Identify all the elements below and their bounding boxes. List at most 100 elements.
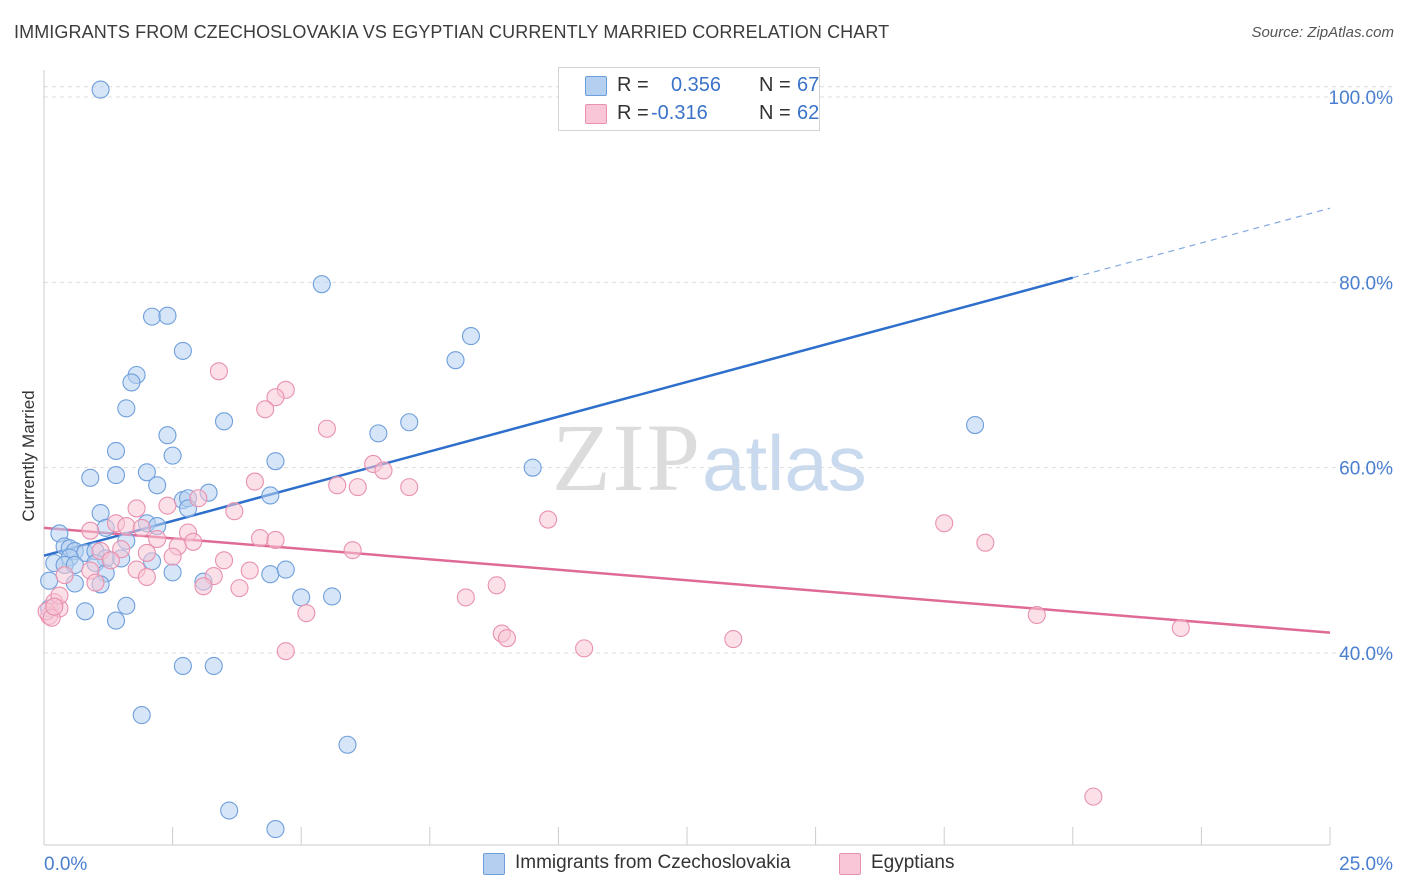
bottom-legend-swatch-blue	[483, 853, 505, 875]
trend-line-czechoslovakia	[43, 276, 1074, 557]
point-czechoslovakia	[40, 571, 59, 590]
point-czechoslovakia	[261, 565, 280, 584]
point-egyptian	[935, 514, 954, 533]
watermark-atlas: atlas	[702, 419, 867, 507]
point-egyptian	[45, 597, 64, 616]
point-egyptian	[245, 472, 264, 491]
point-egyptian	[256, 400, 275, 419]
watermark-zip: ZIP	[552, 404, 702, 511]
point-czechoslovakia	[261, 486, 280, 505]
point-czechoslovakia	[276, 560, 295, 579]
chart-title: IMMIGRANTS FROM CZECHOSLOVAKIA VS EGYPTI…	[14, 22, 890, 42]
point-egyptian	[101, 551, 120, 570]
point-czechoslovakia	[204, 656, 223, 676]
point-egyptian	[317, 419, 336, 438]
x-tick-label: 25.0%	[1339, 854, 1393, 875]
legend-swatch-pink	[585, 104, 607, 124]
legend-n-label: N =	[759, 102, 791, 124]
legend-n-label: N =	[759, 74, 791, 96]
point-egyptian	[184, 532, 203, 551]
point-czechoslovakia	[76, 602, 95, 621]
y-tick-label: 40.0%	[1339, 644, 1393, 665]
legend-r-value: -0.316	[651, 102, 708, 124]
point-egyptian	[163, 547, 182, 566]
stats-legend: R = 0.356 N = 67 R = -0.316 N = 62	[558, 67, 820, 131]
point-egyptian	[148, 529, 167, 549]
legend-r-label: R =	[617, 102, 649, 124]
trend-extension-czechoslovakia	[1072, 207, 1331, 279]
trend-lines	[43, 207, 1331, 634]
point-egyptian	[1171, 618, 1190, 638]
point-egyptian	[250, 529, 270, 548]
bottom-legend-label: Egyptians	[871, 852, 955, 873]
point-czechoslovakia	[117, 596, 136, 615]
point-czechoslovakia	[292, 588, 311, 607]
point-czechoslovakia	[446, 351, 465, 370]
legend-r-label: R =	[617, 74, 649, 96]
bottom-legend-label: Immigrants from Czechoslovakia	[515, 852, 791, 873]
point-egyptian	[575, 639, 594, 658]
point-czechoslovakia	[117, 399, 136, 418]
point-egyptian	[86, 573, 105, 592]
point-czechoslovakia	[312, 275, 331, 294]
point-egyptian	[112, 540, 131, 559]
point-czechoslovakia	[323, 587, 342, 606]
point-czechoslovakia	[338, 735, 357, 754]
point-egyptian	[400, 478, 419, 497]
tick-labels: 100.0% 80.0% 60.0% 40.0% 0.0% 25.0%	[44, 88, 1393, 875]
point-egyptian	[374, 461, 393, 480]
point-egyptian	[240, 561, 259, 580]
x-tick-label: 0.0%	[44, 854, 87, 875]
point-egyptian	[487, 576, 506, 595]
point-egyptian	[137, 543, 156, 562]
point-czechoslovakia	[173, 656, 192, 676]
point-czechoslovakia	[220, 801, 239, 820]
point-czechoslovakia	[158, 306, 177, 325]
point-czechoslovakia	[122, 373, 141, 392]
point-czechoslovakia	[461, 327, 481, 346]
point-egyptian	[328, 476, 347, 495]
point-czechoslovakia	[106, 611, 126, 630]
point-egyptian	[127, 499, 146, 518]
point-czechoslovakia	[163, 446, 182, 465]
point-egyptian	[214, 551, 234, 570]
legend-n-value: 67	[797, 74, 820, 96]
y-tick-label: 100.0%	[1329, 88, 1394, 109]
legend-swatch-blue	[585, 76, 607, 96]
point-egyptian	[225, 502, 244, 521]
point-egyptian	[266, 388, 285, 407]
y-tick-label: 80.0%	[1339, 273, 1393, 294]
point-egyptian	[348, 478, 367, 497]
point-egyptian	[266, 530, 285, 549]
axes	[43, 70, 1331, 846]
point-czechoslovakia	[158, 426, 177, 445]
point-czechoslovakia	[106, 441, 126, 461]
point-egyptian	[976, 533, 995, 552]
point-egyptian	[81, 521, 100, 540]
point-egyptian	[1084, 787, 1103, 806]
point-czechoslovakia	[966, 415, 985, 435]
point-egyptian	[209, 362, 228, 381]
point-egyptian	[343, 541, 362, 560]
point-egyptian	[724, 630, 743, 649]
point-egyptian	[456, 588, 475, 607]
point-czechoslovakia	[369, 424, 388, 443]
point-egyptian	[497, 629, 517, 648]
point-czechoslovakia	[81, 468, 100, 487]
point-czechoslovakia	[214, 412, 234, 431]
point-egyptian	[189, 489, 208, 508]
point-egyptian	[1027, 605, 1046, 625]
point-egyptian	[539, 510, 558, 529]
point-egyptian	[55, 566, 74, 585]
point-egyptian	[117, 516, 136, 536]
y-tick-label: 60.0%	[1339, 459, 1393, 480]
source-attribution: Source: ZipAtlas.com	[1251, 24, 1394, 41]
point-egyptian	[230, 579, 249, 598]
point-czechoslovakia	[91, 80, 110, 99]
point-czechoslovakia	[148, 476, 167, 495]
point-czechoslovakia	[400, 413, 419, 432]
watermark: ZIPatlas	[552, 402, 867, 513]
point-egyptian	[276, 642, 295, 661]
point-czechoslovakia	[137, 463, 156, 482]
